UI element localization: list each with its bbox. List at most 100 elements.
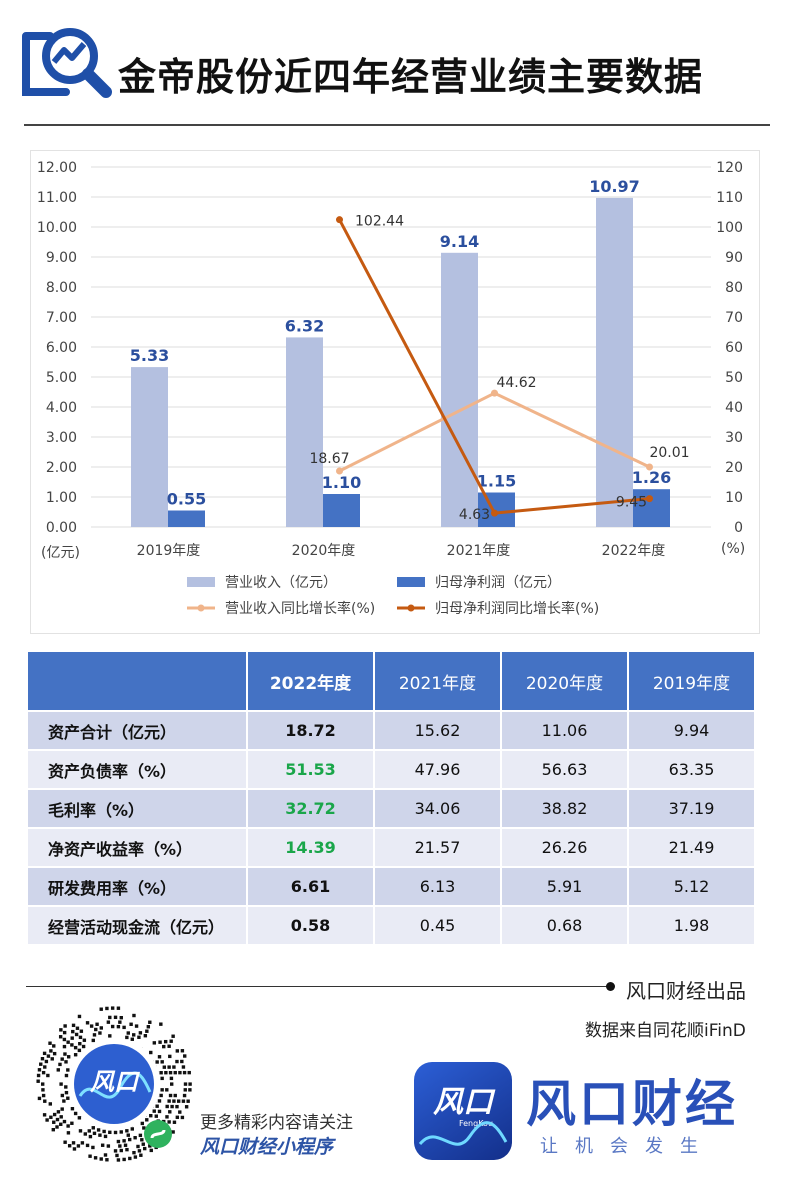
mini-program-icon	[144, 1120, 172, 1148]
brand-slogan: 让机会发生	[540, 1136, 715, 1157]
table-row: 研发费用率（%） 6.61 6.13 5.91 5.12	[26, 866, 756, 907]
follow-line-2[interactable]: 风口财经小程序	[200, 1136, 334, 1158]
footer-divider	[26, 986, 610, 987]
table-cell: 51.53	[246, 749, 375, 790]
line-point	[491, 509, 498, 517]
y-left-tick-label: 11.00	[37, 190, 77, 206]
x-tick-label: 2020年度	[292, 543, 356, 559]
legend-swatch	[397, 577, 425, 587]
table-cell: 56.63	[500, 749, 629, 790]
table-header-cell: 2021年度	[373, 650, 502, 712]
row-label: 研发费用率（%）	[26, 866, 248, 907]
legend-label: 营业收入（亿元）	[225, 575, 337, 591]
chart-panel: 0.00 1.00 2.00 3.00 4.00 5.00 6.00 7.00 8.00 9.00…	[30, 150, 760, 634]
y-right-tick-label: 110	[716, 190, 743, 206]
line-data-label: 102.44	[355, 214, 404, 230]
y-right-tick-label: 60	[725, 340, 743, 356]
line-data-label: 18.67	[309, 451, 349, 467]
bar-data-label: 1.26	[632, 468, 671, 487]
legend-swatch-dot	[407, 604, 415, 612]
table-cell: 18.72	[246, 710, 375, 751]
bar	[323, 494, 360, 527]
table-cell: 38.82	[500, 788, 629, 829]
y-right-tick-label: 50	[725, 370, 743, 386]
x-tick-label: 2021年度	[447, 543, 511, 559]
y-right-tick-label: 100	[716, 220, 743, 236]
line-point	[336, 467, 343, 475]
table-cell: 11.06	[500, 710, 629, 751]
table-cell: 0.58	[246, 905, 375, 946]
follow-line-1: 更多精彩内容请关注	[200, 1113, 353, 1133]
table-row: 毛利率（%） 32.72 34.06 38.82 37.19	[26, 788, 756, 829]
combo-chart: 0.00 1.00 2.00 3.00 4.00 5.00 6.00 7.00 8.00 9.00…	[37, 160, 745, 617]
app-logo-subtext: FengKou	[459, 1119, 493, 1128]
financial-table: 2022年度 2021年度 2020年度 2019年度 资产合计（亿元） 18.7…	[26, 650, 756, 946]
table-cell: 26.26	[500, 827, 629, 868]
magnifier-chart-icon	[22, 28, 112, 98]
bar-data-label: 0.55	[167, 490, 206, 509]
y-left-tick-label: 12.00	[37, 160, 77, 176]
table-cell: 34.06	[373, 788, 502, 829]
bar	[131, 367, 168, 527]
x-tick-label: 2019年度	[137, 543, 201, 559]
table-cell: 14.39	[246, 827, 375, 868]
header-divider	[24, 124, 770, 126]
source-text: 数据来自同花顺iFinD	[585, 1021, 746, 1041]
table-cell: 37.19	[627, 788, 756, 829]
row-label: 毛利率（%）	[26, 788, 248, 829]
table-header-cell: 2019年度	[627, 650, 756, 712]
row-label: 资产合计（亿元）	[26, 710, 248, 751]
y-left-tick-label: 7.00	[46, 310, 77, 326]
qr-code-icon[interactable]: 风口	[34, 1004, 194, 1164]
table-cell: 63.35	[627, 749, 756, 790]
line-data-label: 4.63	[459, 507, 490, 523]
y-right-axis-label: (%)	[721, 541, 745, 557]
y-left-tick-label: 2.00	[46, 460, 77, 476]
legend-swatch	[187, 577, 215, 587]
table-cell: 15.62	[373, 710, 502, 751]
y-left-tick-label: 3.00	[46, 430, 77, 446]
y-right-tick-label: 0	[734, 520, 743, 536]
y-left-tick-label: 8.00	[46, 280, 77, 296]
y-left-tick-label: 9.00	[46, 250, 77, 266]
app-logo-text: 风口	[433, 1085, 496, 1120]
y-left-axis-label: (亿元)	[41, 545, 80, 561]
table-row: 净资产收益率（%） 14.39 21.57 26.26 21.49	[26, 827, 756, 868]
bar	[168, 510, 205, 527]
table-header-cell: 2020年度	[500, 650, 629, 712]
header: 金帝股份近四年经营业绩主要数据	[0, 0, 794, 128]
y-left-tick-label: 6.00	[46, 340, 77, 356]
y-right-tick-label: 40	[725, 400, 743, 416]
line-point	[646, 495, 653, 503]
bar-data-label: 10.97	[589, 177, 640, 196]
legend-label: 归母净利润同比增长率(%)	[435, 600, 599, 617]
table-cell: 0.68	[500, 905, 629, 946]
app-logo-icon: 风口 FengKou	[414, 1062, 512, 1160]
table-cell: 6.13	[373, 866, 502, 907]
table-cell: 9.94	[627, 710, 756, 751]
y-left-tick-label: 4.00	[46, 400, 77, 416]
table-cell: 47.96	[373, 749, 502, 790]
table-cell: 32.72	[246, 788, 375, 829]
y-right-tick-label: 120	[716, 160, 743, 176]
bar-data-label: 9.14	[440, 232, 479, 251]
brand-name: 风口财经	[526, 1074, 738, 1133]
table-cell: 5.91	[500, 866, 629, 907]
line-point	[646, 463, 653, 471]
table-row: 资产合计（亿元） 18.72 15.62 11.06 9.94	[26, 710, 756, 751]
table-cell: 0.45	[373, 905, 502, 946]
y-right-tick-label: 70	[725, 310, 743, 326]
row-label: 净资产收益率（%）	[26, 827, 248, 868]
y-right-tick-label: 20	[725, 460, 743, 476]
bar-data-label: 5.33	[130, 346, 169, 365]
x-tick-label: 2022年度	[602, 543, 666, 559]
table-header-cell: 2022年度	[246, 650, 375, 712]
y-right-tick-label: 90	[725, 250, 743, 266]
y-left-tick-label: 10.00	[37, 220, 77, 236]
y-left-tick-label: 0.00	[46, 520, 77, 536]
legend-swatch-dot	[197, 604, 205, 612]
table-header-row: 2022年度 2021年度 2020年度 2019年度	[26, 650, 756, 712]
table-row: 资产负债率（%） 51.53 47.96 56.63 63.35	[26, 749, 756, 790]
y-right-tick-label: 80	[725, 280, 743, 296]
table-cell: 6.61	[246, 866, 375, 907]
